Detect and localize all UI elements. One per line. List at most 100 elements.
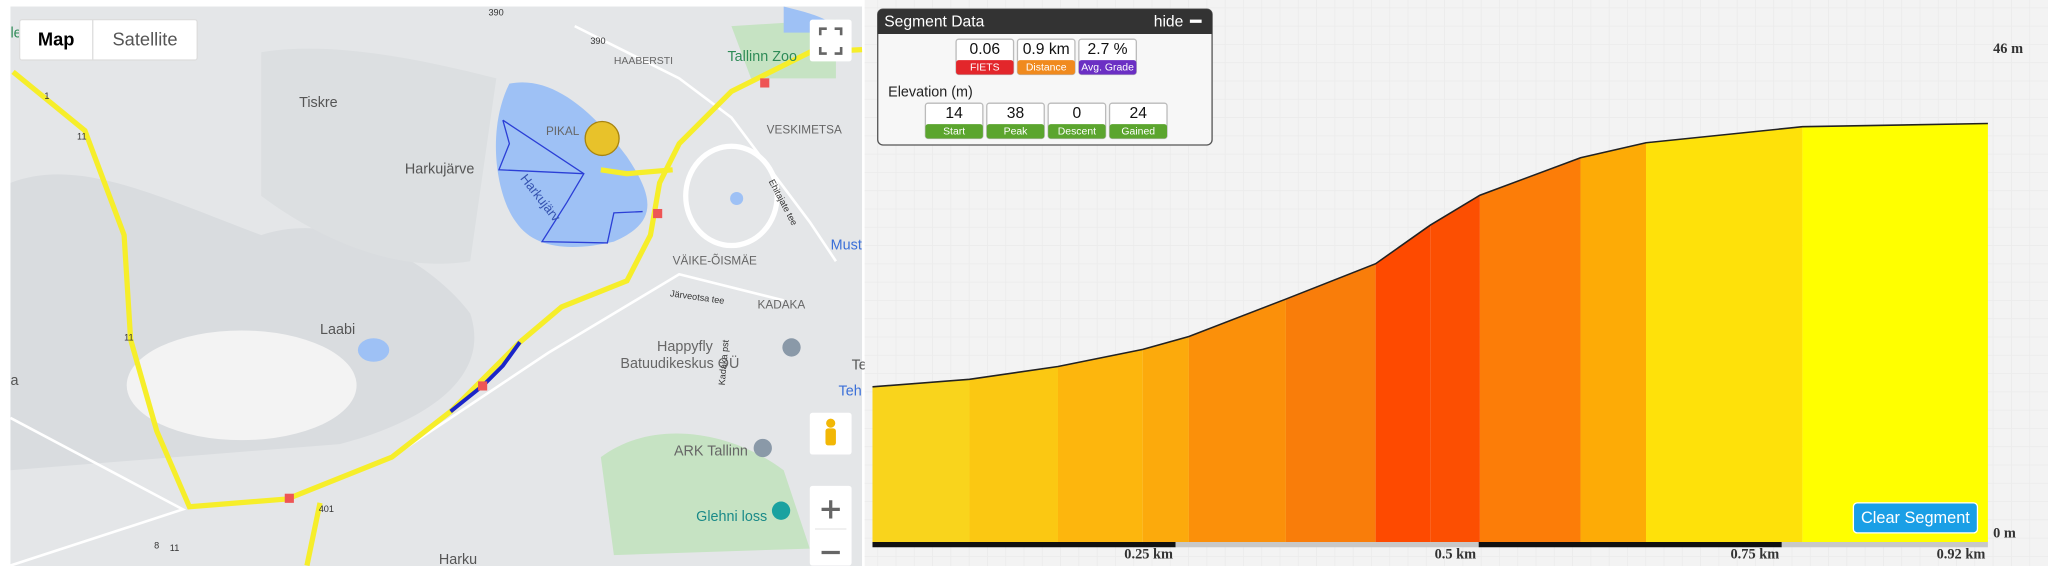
- place-label: Glehni loss: [696, 509, 767, 525]
- road-number: 8: [154, 540, 159, 550]
- stat-value: 0.9 km: [1023, 41, 1070, 58]
- woods: [261, 48, 497, 264]
- road-number: 11: [124, 333, 133, 343]
- park: [600, 433, 810, 556]
- poi: [771, 501, 791, 520]
- elevation-band: [1580, 142, 1647, 543]
- y-tick-label: 0 m: [1993, 525, 2016, 541]
- stat-value: 0: [1073, 105, 1082, 122]
- road-highlight: [11, 47, 863, 510]
- map[interactable]: Tiskre Harkujärve PIKAL VESKIMETSA HAABE…: [0, 0, 868, 566]
- pegman-icon: [826, 418, 836, 428]
- elevation-band: [1057, 349, 1143, 543]
- x-tick-label: 0.92 km: [1937, 546, 1986, 562]
- zoom-control: [809, 485, 852, 566]
- stat-label: Avg. Grade: [1081, 63, 1134, 74]
- elevation-band: [1802, 123, 1988, 543]
- satellite-button[interactable]: Satellite: [113, 28, 178, 49]
- road-number: 1: [44, 91, 49, 101]
- place-label: Tiskre: [299, 95, 338, 111]
- road-number: 390: [590, 36, 605, 46]
- map-button[interactable]: Map: [38, 28, 75, 49]
- place-label: Harkujärve: [405, 162, 474, 178]
- stat-label-bg: [1017, 60, 1075, 75]
- y-tick-label: 46 m: [1993, 41, 2023, 57]
- marker: [284, 493, 294, 503]
- stat-label: Descent: [1058, 127, 1096, 138]
- fullscreen-icon: [818, 27, 843, 55]
- stat-label-bg: [1109, 124, 1168, 139]
- elevation-band: [1646, 126, 1803, 543]
- poi: [753, 438, 772, 458]
- pond: [730, 191, 744, 206]
- stat-label-bg: [1048, 124, 1106, 139]
- elevation-profile: 0.25 km 0.5 km 0.75 km 0.92 km 46 m 0 m Clear …: [864, 0, 2048, 566]
- place-label: VESKIMETSA: [767, 124, 842, 137]
- place-label: Teh: [839, 384, 862, 400]
- x-tick-label: 0.75 km: [1731, 546, 1780, 562]
- cyclist-pin[interactable]: [584, 120, 620, 157]
- clear-segment-label[interactable]: Clear Segment: [1861, 509, 1970, 527]
- elevation-band: [1188, 299, 1286, 543]
- street-label: Kadaka pst: [717, 339, 731, 386]
- map-type-bg: [18, 18, 198, 61]
- place-label: Te: [852, 358, 867, 374]
- marker: [653, 208, 663, 219]
- stat-label-bg: [956, 60, 1014, 75]
- place-label: KADAKA: [758, 299, 806, 312]
- hide-icon: [1189, 19, 1202, 23]
- elevation-line: [872, 122, 1988, 388]
- place-label: le: [10, 26, 21, 42]
- lake: [495, 82, 648, 248]
- elevation-heading: Elevation (m): [888, 85, 973, 101]
- place-label: a: [10, 373, 18, 389]
- route-outline: [497, 119, 584, 175]
- lake: [357, 338, 390, 362]
- elevation-band: [1430, 195, 1480, 543]
- place-label: Must: [831, 237, 862, 253]
- stat-label: Peak: [1004, 127, 1029, 138]
- place-label: Batuudikeskus OÜ: [620, 354, 739, 372]
- panel-header: [877, 9, 1213, 34]
- clear-segment-button[interactable]: [1852, 502, 1979, 534]
- hide-button[interactable]: hide: [1154, 13, 1184, 30]
- elevation-band: [872, 379, 970, 543]
- stat-value: 38: [1007, 105, 1025, 122]
- stat-label: Distance: [1026, 63, 1067, 74]
- zoom-in[interactable]: [821, 500, 840, 519]
- segment-panel: Segment Data hide Elevation (m) 0.06 FIET…: [877, 8, 1213, 146]
- selected-segment: [449, 341, 522, 413]
- stat-label: Start: [943, 127, 965, 138]
- stat-label: FIETS: [970, 63, 1000, 74]
- stat-label-bg: [986, 124, 1045, 139]
- fullscreen-button[interactable]: [809, 19, 852, 62]
- road-number: 390: [488, 7, 503, 17]
- stat-label: Gained: [1121, 127, 1155, 138]
- map-type-control: Map Satellite: [18, 18, 198, 61]
- place-label: PIKAL: [546, 125, 580, 138]
- marker: [760, 78, 770, 88]
- place-label: Harku: [439, 552, 477, 566]
- stat-label-bg: [1078, 60, 1137, 75]
- elevation-band: [1375, 225, 1431, 543]
- road: [683, 143, 780, 249]
- place-label: Tallinn Zoo: [728, 49, 797, 65]
- elevation-band: [1479, 157, 1581, 543]
- stat-value: 0.06: [970, 41, 1001, 58]
- place-label: Happyfly: [657, 339, 714, 355]
- clearing: [126, 330, 357, 441]
- place-label: ARK Tallinn: [674, 444, 748, 460]
- place-label: HAABERSTI: [614, 56, 673, 67]
- x-tick-label: 0.5 km: [1435, 546, 1477, 562]
- stat-label-bg: [925, 124, 983, 139]
- road: [574, 24, 838, 262]
- road-number: 401: [319, 504, 334, 514]
- road-number: 11: [170, 543, 179, 553]
- place-label: VÄIKE-ÕISMÄE: [673, 254, 757, 267]
- marker: [478, 381, 488, 391]
- road: [391, 272, 784, 459]
- elevation-band: [969, 366, 1058, 543]
- stat-value: 2.7 %: [1088, 41, 1128, 58]
- road-highlight: [304, 502, 323, 566]
